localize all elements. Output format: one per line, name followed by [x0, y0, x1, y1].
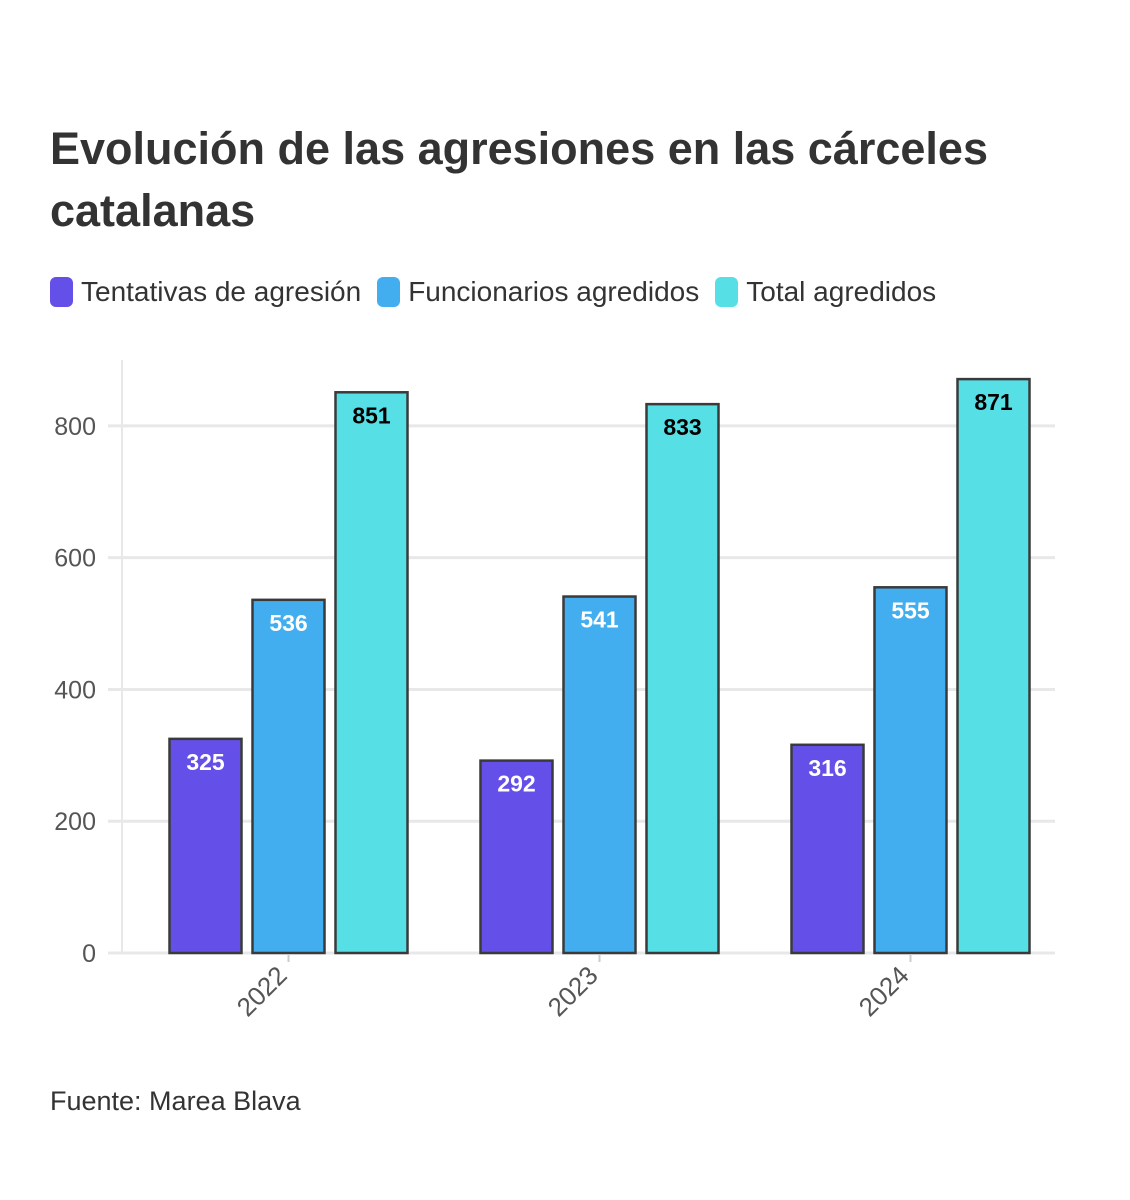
data-label-halo: 325 [186, 749, 225, 775]
bar-layer [168, 377, 1031, 955]
bar [562, 595, 637, 955]
data-label: 555 [891, 597, 930, 623]
bar [251, 598, 326, 955]
legend-swatch-funcionarios [377, 277, 401, 307]
data-label-halo: 292 [497, 771, 535, 797]
axis-layer: 0 200 400 600 800 2022 2023 2024 [54, 413, 914, 1022]
y-tick-label: 600 [54, 545, 96, 573]
x-tick-label: 2023 [542, 960, 604, 1022]
bar-chart: 3253255365368518512922925415418338333163… [54, 360, 1055, 1022]
data-label: 541 [580, 607, 619, 633]
data-label-halo: 871 [974, 389, 1013, 415]
data-label-halo: 851 [352, 402, 391, 428]
data-label-halo: 541 [580, 607, 619, 633]
bar [168, 737, 243, 955]
y-tick-label: 800 [54, 413, 96, 441]
data-label: 871 [974, 389, 1013, 415]
data-label: 851 [352, 402, 391, 428]
legend-item-funcionarios: Funcionarios agredidos [377, 276, 699, 308]
chart-title: Evolución de las agresiones en las cárce… [50, 123, 988, 236]
data-label: 833 [663, 414, 701, 440]
legend-item-tentativas: Tentativas de agresión [50, 276, 361, 308]
legend-label-tentativas: Tentativas de agresión [81, 276, 362, 307]
bar [479, 759, 554, 955]
label-layer: 3253255365368518512922925415418338333163… [183, 386, 1016, 799]
data-label-halo: 555 [891, 597, 930, 623]
data-label: 292 [497, 771, 535, 797]
data-label: 536 [269, 610, 307, 636]
data-label-halo: 316 [808, 755, 846, 781]
data-label-halo: 833 [663, 414, 701, 440]
x-tick-label: 2022 [231, 960, 293, 1022]
legend: Tentativas de agresión Funcionarios agre… [50, 270, 942, 314]
y-tick-label: 0 [82, 940, 96, 968]
bar [645, 402, 720, 955]
legend-label-funcionarios: Funcionarios agredidos [408, 276, 700, 307]
legend-item-total: Total agredidos [715, 276, 936, 308]
bar [790, 743, 865, 955]
legend-swatch-total [715, 277, 739, 307]
source-note: Fuente: Marea Blava [50, 1086, 301, 1116]
data-label: 325 [186, 749, 225, 775]
legend-swatch-tentativas [50, 277, 73, 307]
bar [334, 391, 409, 955]
bar [873, 586, 948, 955]
data-label-halo: 536 [269, 610, 307, 636]
x-tick-label: 2024 [853, 960, 915, 1022]
y-tick-label: 400 [54, 676, 96, 704]
bar [956, 377, 1031, 955]
data-label: 316 [808, 755, 846, 781]
legend-label-total: Total agredidos [746, 276, 937, 307]
y-tick-label: 200 [54, 808, 96, 836]
